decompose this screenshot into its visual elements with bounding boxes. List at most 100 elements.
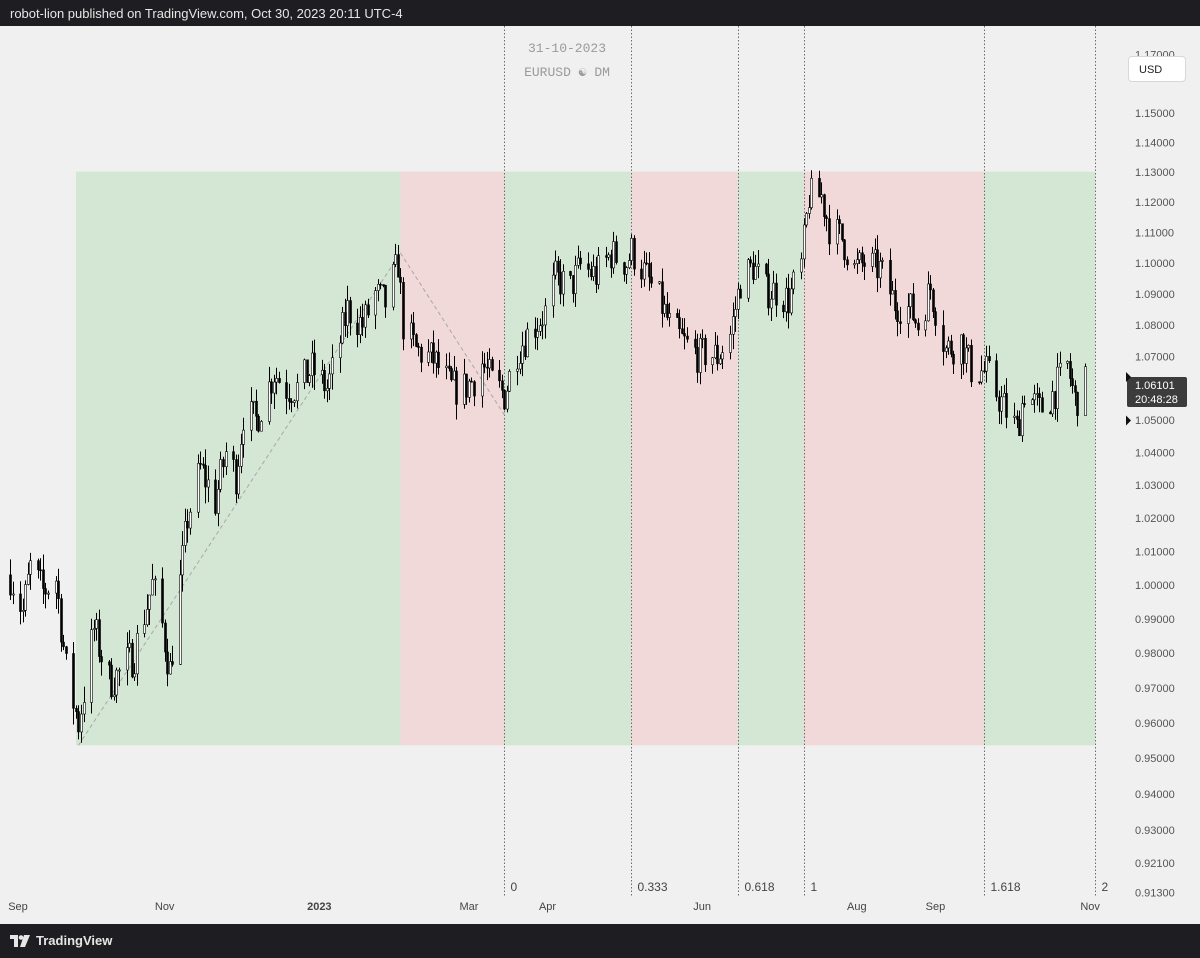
candle-up <box>242 429 245 445</box>
candle-up <box>27 573 30 585</box>
candle-up <box>481 363 484 397</box>
publish-info: robot-lion published on TradingView.com,… <box>10 6 403 21</box>
zone-green-6 <box>983 171 1096 746</box>
candle-down <box>587 263 590 270</box>
candle-down <box>379 283 382 286</box>
candle-up <box>118 669 121 672</box>
candle-down <box>678 317 681 330</box>
candle-up <box>536 331 539 338</box>
candle-down <box>202 463 205 466</box>
candle-down <box>491 359 494 371</box>
candle-up <box>924 320 927 331</box>
y-tick-label: 0.94000 <box>1135 789 1175 801</box>
candle-up <box>701 338 704 340</box>
candle-down <box>823 194 826 218</box>
candle-up <box>790 288 793 314</box>
candle-up <box>625 267 628 275</box>
candle-up <box>747 259 750 299</box>
zone-green-4 <box>737 171 804 746</box>
candle-down <box>199 463 202 465</box>
y-tick-label: 1.13000 <box>1135 167 1175 179</box>
candle-down <box>100 656 103 663</box>
candle-up <box>516 368 519 372</box>
y-tick-label: 1.05000 <box>1135 415 1175 427</box>
candle-down <box>765 263 768 275</box>
candle-up <box>154 578 157 581</box>
candle-down <box>1069 361 1072 379</box>
candle-down <box>716 344 719 365</box>
candle-up <box>879 261 882 279</box>
candle-up <box>562 271 565 295</box>
candle-up <box>1056 366 1059 409</box>
candle-up <box>328 373 331 389</box>
candle-up <box>445 365 448 369</box>
chart-frame[interactable]: 0 0.333 0.618 1 1.618 2 31-10-2023 EURUSD ☯ DM 1… <box>0 26 1200 924</box>
candle-up <box>179 574 182 665</box>
candle-down <box>569 271 572 276</box>
candle-down <box>648 263 651 278</box>
candle-up <box>734 308 737 317</box>
candle-down <box>19 593 22 612</box>
candle-down <box>257 415 260 432</box>
candle-down <box>432 342 435 364</box>
candle-down <box>417 346 420 348</box>
candle-up <box>792 271 795 290</box>
candle-up <box>757 263 760 267</box>
candle-up <box>113 694 116 698</box>
y-tick-label: 0.97000 <box>1135 683 1175 695</box>
zone-red-1 <box>400 171 505 746</box>
candle-up <box>526 328 529 358</box>
candle-down <box>222 459 225 468</box>
candle-up <box>947 340 950 349</box>
candle-down <box>1076 391 1079 416</box>
candle-down <box>863 262 866 267</box>
candle-down <box>988 356 991 361</box>
candle-up <box>237 465 240 495</box>
candle-down <box>559 271 562 295</box>
candle-up <box>803 224 806 260</box>
candle-up <box>965 347 968 364</box>
candle-down <box>361 317 364 328</box>
y-tick-label: 1.02000 <box>1135 513 1175 525</box>
last-price-value: 1.06101 <box>1135 380 1175 392</box>
candle-down <box>448 365 451 369</box>
candle-up <box>207 479 210 488</box>
y-tick-label: 1.08000 <box>1135 320 1175 332</box>
candle-up <box>126 647 129 671</box>
candle-up <box>169 661 172 675</box>
candle-up <box>296 382 299 402</box>
candle-up <box>721 352 724 360</box>
candle-down <box>661 281 664 314</box>
candle-down <box>666 303 669 318</box>
candle-down <box>483 363 486 368</box>
candle-up <box>597 255 600 285</box>
candle-down <box>995 360 998 398</box>
candle-up <box>151 579 154 596</box>
candle-up <box>772 282 775 300</box>
candle-down <box>415 334 418 347</box>
candle-down <box>787 287 790 314</box>
candle-up <box>293 400 296 403</box>
candle-down <box>39 569 42 572</box>
candle-up <box>374 290 377 316</box>
candle-up <box>339 342 342 358</box>
candle-up <box>519 363 522 370</box>
candle-down <box>131 642 134 678</box>
currency-button[interactable]: USD <box>1128 56 1186 82</box>
candle-down <box>60 598 63 643</box>
candle-down <box>861 252 864 264</box>
candle-down <box>313 352 316 375</box>
candle-up <box>189 511 192 529</box>
candle-up <box>268 381 271 422</box>
candle-up <box>1059 362 1062 368</box>
candle-up <box>128 642 131 648</box>
candle-up <box>985 356 988 372</box>
candle-down <box>412 322 415 335</box>
candle-up <box>1084 366 1087 416</box>
tradingview-brand[interactable]: TradingView <box>10 933 112 948</box>
candle-up <box>574 265 577 294</box>
candle-down <box>846 259 849 266</box>
y-tick-label: 1.03000 <box>1135 480 1175 492</box>
candle-down <box>1016 415 1019 420</box>
price-chart[interactable]: 0 0.333 0.618 1 1.618 2 31-10-2023 EURUSD ☯ DM 1… <box>0 26 1200 924</box>
